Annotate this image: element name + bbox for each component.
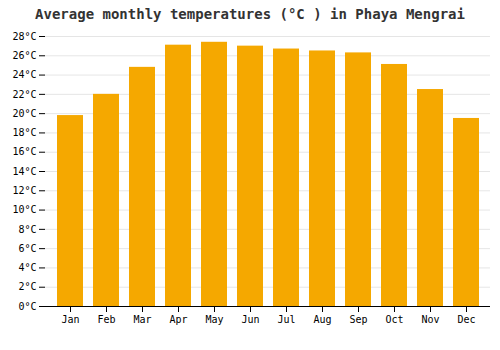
svg-text:24°C: 24°C (12, 69, 36, 80)
html-text:Average monthly temperatures (: Average monthly temperatures (°C ) in Ph… (35, 6, 465, 22)
svg-text:28°C: 28°C (12, 31, 36, 42)
svg-text:Sep: Sep (349, 314, 367, 325)
svg-text:Oct: Oct (385, 314, 403, 325)
svg-text:Feb: Feb (97, 314, 115, 325)
svg-text:Jan: Jan (61, 314, 79, 325)
svg-text:6°C: 6°C (18, 243, 36, 254)
svg-text:Jun: Jun (241, 314, 259, 325)
svg-text:Mar: Mar (133, 314, 151, 325)
svg-text:2°C: 2°C (18, 281, 36, 292)
svg-text:16°C: 16°C (12, 146, 36, 157)
svg-text:18°C: 18°C (12, 127, 36, 138)
svg-text:4°C: 4°C (18, 262, 36, 273)
svg-text:20°C: 20°C (12, 108, 36, 119)
svg-text:Dec: Dec (457, 314, 475, 325)
svg-text:14°C: 14°C (12, 166, 36, 177)
svg-text:0°C: 0°C (18, 301, 36, 312)
svg-text:8°C: 8°C (18, 224, 36, 235)
svg-text:12°C: 12°C (12, 185, 36, 196)
svg-text:Aug: Aug (313, 314, 331, 325)
svg-text:10°C: 10°C (12, 204, 36, 215)
svg-text:26°C: 26°C (12, 50, 36, 61)
svg-text:Apr: Apr (169, 314, 187, 325)
svg-text:22°C: 22°C (12, 89, 36, 100)
svg-text:Jul: Jul (277, 314, 295, 325)
svg-text:May: May (205, 314, 223, 325)
svg-text:Nov: Nov (421, 314, 439, 325)
